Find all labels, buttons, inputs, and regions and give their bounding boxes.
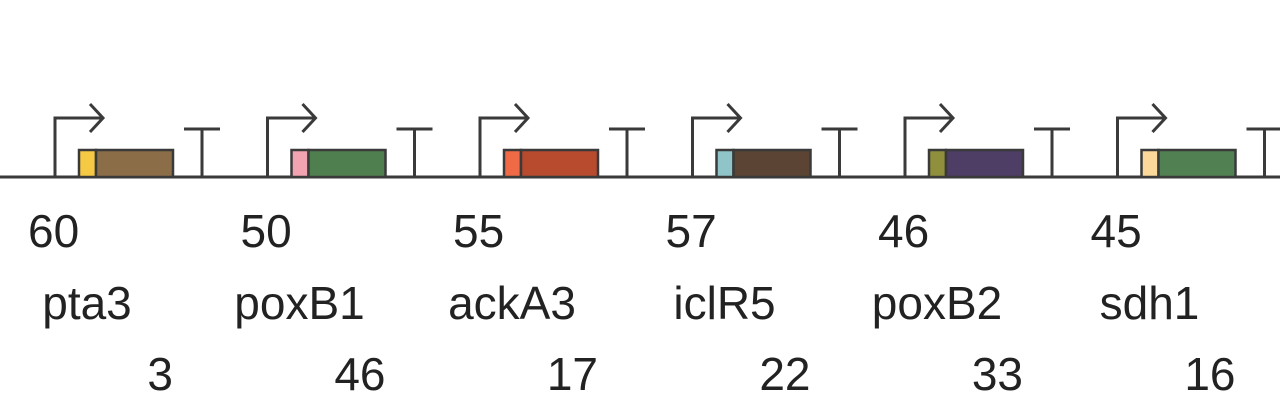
gene-block [94, 148, 175, 179]
promoter-arrow-icon [691, 116, 740, 177]
promoter-arrowhead-icon [301, 102, 318, 134]
top-value: 60 [28, 205, 79, 257]
terminator-icon [821, 127, 858, 177]
promoter-arrow-icon [903, 116, 952, 177]
gene-name: poxB2 [872, 277, 1002, 329]
promoter-arrow-icon [266, 116, 315, 177]
gene-unit-iclR5: 57 iclR5 22 [666, 102, 858, 400]
promoter-arrow-icon [1116, 116, 1165, 177]
gene-units: 60 pta3 3 50 poxB1 46 55 ackA3 17 57 iclR5 22 46 poxB… [28, 102, 1280, 400]
rbs-block [502, 148, 523, 179]
rbs-block [715, 148, 735, 179]
promoter-arrowhead-icon [88, 102, 106, 134]
gene-unit-poxB1: 50 poxB1 46 [234, 102, 433, 400]
gene-name: sdh1 [1100, 277, 1200, 329]
terminator-icon [609, 127, 645, 177]
gene-name: pta3 [42, 277, 132, 329]
promoter-arrow-icon [53, 116, 102, 177]
bottom-value: 17 [547, 348, 598, 400]
bottom-value: 16 [1184, 348, 1235, 400]
promoter-arrowhead-icon [1151, 102, 1168, 134]
gene-unit-poxB2: 46 poxB2 33 [872, 102, 1070, 400]
bottom-value: 22 [759, 348, 810, 400]
gene-unit-pta3: 60 pta3 3 [28, 102, 220, 400]
gene-block [307, 148, 387, 179]
gene-block [1157, 148, 1237, 179]
bottom-value: 46 [334, 348, 385, 400]
top-value: 46 [878, 205, 929, 257]
top-value: 45 [1091, 205, 1142, 257]
gene-block [944, 148, 1025, 179]
rbs-block [77, 148, 98, 179]
top-value: 57 [666, 205, 717, 257]
rbs-block [1140, 148, 1160, 179]
gene-block [732, 148, 812, 179]
terminator-icon [396, 127, 433, 177]
gene-name: iclR5 [673, 277, 775, 329]
promoter-arrow-icon [478, 116, 527, 177]
rbs-block [290, 148, 310, 179]
gene-block [519, 148, 600, 179]
terminator-icon [184, 127, 220, 177]
rbs-block [927, 148, 948, 179]
promoter-arrowhead-icon [938, 102, 956, 134]
bottom-value: 3 [147, 348, 173, 400]
promoter-arrowhead-icon [726, 102, 743, 134]
gene-name: ackA3 [448, 277, 576, 329]
top-value: 50 [241, 205, 292, 257]
gene-unit-ackA3: 55 ackA3 17 [448, 102, 645, 400]
top-value: 55 [453, 205, 504, 257]
promoter-arrowhead-icon [513, 102, 531, 134]
gene-unit-sdh1: 45 sdh1 16 [1091, 102, 1280, 400]
bottom-value: 33 [972, 348, 1023, 400]
terminator-icon [1034, 127, 1070, 177]
gene-name: poxB1 [234, 277, 364, 329]
terminator-icon [1246, 127, 1280, 177]
